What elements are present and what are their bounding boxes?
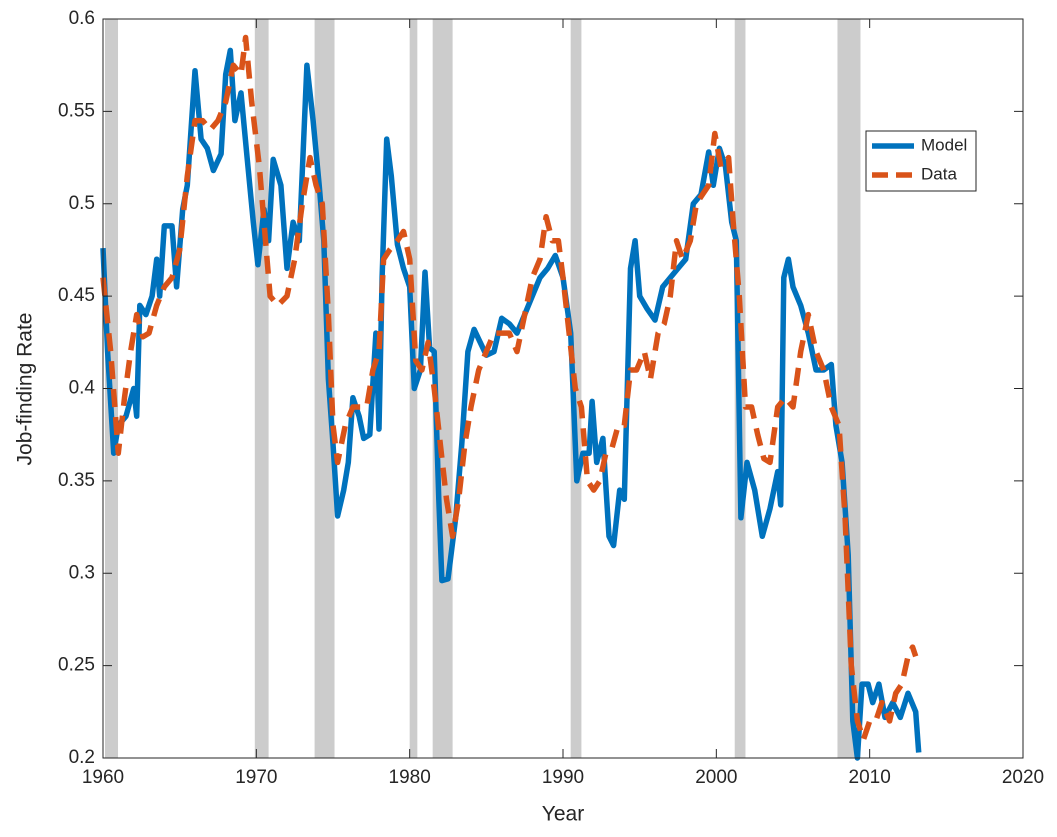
legend-label: Data (921, 164, 957, 183)
y-tick-label: 0.45 (58, 285, 95, 306)
y-tick-label: 0.5 (69, 193, 95, 214)
y-tick-label: 0.3 (69, 562, 95, 583)
y-tick-label: 0.2 (69, 747, 95, 768)
x-tick-label: 1990 (542, 767, 584, 788)
y-axis-label: Job-finding Rate (14, 313, 37, 466)
x-axis-label: Year (542, 803, 584, 826)
recession-band (837, 19, 861, 758)
y-tick-label: 0.55 (58, 100, 95, 121)
x-tick-label: 2020 (1002, 767, 1044, 788)
series-line (100, 34, 919, 743)
y-tick-label: 0.4 (69, 378, 96, 399)
x-tick-label: 2010 (849, 767, 891, 788)
y-tick-label: 0.35 (58, 470, 95, 491)
series-line (100, 47, 922, 761)
plot-area (103, 19, 1023, 758)
x-tick-label: 2000 (695, 767, 737, 788)
x-tick-label: 1980 (389, 767, 431, 788)
x-tick-label: 1960 (82, 767, 124, 788)
legend-box (865, 130, 977, 192)
y-tick-label: 0.6 (69, 8, 95, 29)
y-tick-label: 0.25 (58, 655, 95, 676)
x-tick-label: 1970 (235, 767, 277, 788)
legend-label: Model (921, 135, 967, 154)
